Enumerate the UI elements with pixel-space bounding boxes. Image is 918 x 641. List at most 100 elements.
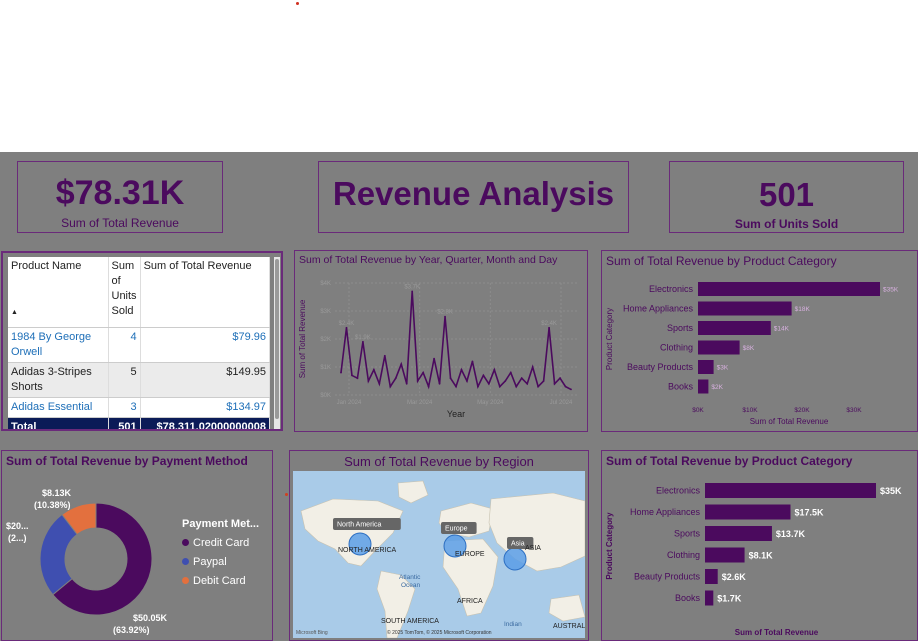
category-label: Books bbox=[668, 382, 694, 392]
donut-data-label: $50.05K bbox=[133, 613, 168, 623]
bar-data-label: $2K bbox=[711, 384, 723, 391]
bar bbox=[698, 340, 740, 355]
table-row[interactable]: Adidas Essential 3 $134.97 bbox=[8, 397, 270, 418]
line-chart-visual[interactable]: Sum of Total Revenue by Year, Quarter, M… bbox=[294, 250, 588, 432]
column-header-product-name[interactable]: Product Name ▲ bbox=[8, 257, 109, 328]
line-point bbox=[433, 357, 435, 360]
bar-data-label: $3K bbox=[717, 365, 729, 372]
bar bbox=[705, 569, 718, 584]
cell-units: 4 bbox=[108, 327, 141, 363]
donut-data-label: $8.13K bbox=[42, 488, 72, 498]
x-tick-label: Jan 2024 bbox=[337, 400, 362, 406]
kpi-revenue-card[interactable]: $78.31K Sum of Total Revenue bbox=[17, 161, 223, 233]
bar-data-label: $8.1K bbox=[749, 551, 774, 561]
line-point bbox=[356, 377, 359, 380]
legend-item-debit-card[interactable]: Debit Card bbox=[182, 575, 246, 587]
map-attribution: Microsoft Bing bbox=[296, 630, 328, 636]
x-tick-label: Jul 2024 bbox=[550, 400, 573, 406]
line-point bbox=[559, 377, 561, 380]
kpi-units-label: Sum of Units Sold bbox=[734, 217, 839, 231]
line-point bbox=[542, 380, 545, 382]
sort-ascending-icon[interactable]: ▲ bbox=[11, 309, 18, 316]
world-map[interactable]: North America Europe Asia NORTH AMERICA EURO… bbox=[293, 471, 585, 638]
category-label: Beauty Products bbox=[634, 572, 701, 582]
region-map-title: Sum of Total Revenue by Region bbox=[344, 454, 534, 469]
y-tick-label: $2K bbox=[320, 337, 331, 343]
continent-label: NORTH AMERICA bbox=[338, 547, 397, 554]
category-label: Electronics bbox=[649, 284, 694, 294]
bar-data-label: $35K bbox=[883, 287, 899, 294]
bubble-tooltip-box bbox=[333, 518, 401, 530]
line-data-label: $1.9K bbox=[355, 335, 371, 341]
bar bbox=[698, 379, 709, 394]
line-point bbox=[460, 368, 463, 371]
bar-data-label: $14K bbox=[774, 326, 790, 333]
line-point bbox=[427, 385, 430, 388]
cell-revenue: $79.96 bbox=[140, 327, 270, 363]
region-map-visual[interactable]: Sum of Total Revenue by Region North Ame… bbox=[289, 450, 589, 641]
total-label: Total bbox=[8, 417, 109, 429]
table-row[interactable]: 1984 By George Orwell 4 $79.96 bbox=[8, 327, 270, 363]
bar-chart-bottom-visual[interactable]: Sum of Total Revenue by Product Category… bbox=[601, 450, 918, 641]
line-point bbox=[411, 290, 414, 293]
line-point bbox=[449, 377, 452, 380]
line-point bbox=[400, 363, 403, 366]
payment-donut-title: Sum of Total Revenue by Payment Method bbox=[6, 454, 248, 468]
scrollbar-thumb[interactable] bbox=[275, 259, 279, 419]
line-point bbox=[455, 385, 457, 388]
product-table: Product Name ▲ Sum of Units Sold Sum of T… bbox=[8, 257, 270, 429]
cell-product-name: Adidas Essential bbox=[8, 397, 109, 418]
line-point bbox=[378, 382, 381, 385]
x-tick-label: $0K bbox=[692, 407, 704, 414]
bar-chart-top-visual[interactable]: Sum of Total Revenue by Product Category… bbox=[601, 250, 918, 432]
table-scrollbar[interactable] bbox=[274, 257, 280, 429]
column-header-label: Product Name bbox=[11, 260, 82, 272]
product-table-visual[interactable]: Product Name ▲ Sum of Units Sold Sum of T… bbox=[1, 251, 283, 431]
bubble-asia bbox=[503, 547, 527, 571]
legend-label: Paypal bbox=[193, 556, 227, 568]
cell-units: 5 bbox=[108, 362, 141, 398]
line-data-label: $2.4K bbox=[339, 321, 355, 327]
x-tick-label: May 2024 bbox=[477, 400, 504, 406]
bar-chart-bottom-svg: Electronics $35K Home Appliances $17.5K Spor… bbox=[605, 483, 902, 637]
line-point bbox=[394, 377, 397, 380]
kpi-revenue-label: Sum of Total Revenue bbox=[61, 216, 179, 230]
cell-product-name: 1984 By George Orwell bbox=[8, 327, 109, 363]
column-header-units[interactable]: Sum of Units Sold bbox=[108, 257, 141, 328]
column-header-revenue[interactable]: Sum of Total Revenue bbox=[140, 257, 270, 328]
map-copyright: © 2025 TomTom, © 2025 Microsoft Corporat… bbox=[387, 629, 492, 636]
line-point bbox=[422, 371, 425, 374]
bar bbox=[705, 504, 791, 520]
bubble-tooltip-box bbox=[507, 537, 534, 549]
donut-data-label: (10.38%) bbox=[34, 500, 71, 510]
donut-chart-svg: $50.05K (63.92%) $20... (2...) $8.13K (10.38%… bbox=[6, 488, 168, 635]
payment-donut-visual[interactable]: Sum of Total Revenue by Payment Method $… bbox=[1, 450, 273, 641]
legend-label: Debit Card bbox=[193, 575, 246, 587]
line-point bbox=[493, 368, 496, 371]
bar bbox=[705, 547, 745, 563]
cell-product-name: Adidas 3-Stripes Shorts bbox=[8, 362, 109, 398]
line-point bbox=[351, 374, 353, 377]
bar bbox=[705, 483, 876, 498]
bar-chart-top-svg: Electronics $35K Home Appliances $18K Sports… bbox=[605, 282, 899, 426]
legend-item-paypal[interactable]: Paypal bbox=[182, 556, 227, 568]
line-point bbox=[471, 360, 474, 363]
legend-item-credit-card[interactable]: Credit Card bbox=[182, 537, 249, 549]
table-row[interactable]: Adidas 3-Stripes Shorts 5 $149.95 bbox=[8, 362, 270, 398]
slice-credit-card bbox=[52, 502, 153, 616]
bar bbox=[698, 301, 792, 316]
y-axis-title: Product Category bbox=[605, 308, 614, 370]
ocean-label: Ocean bbox=[401, 582, 421, 589]
donut-data-label: $20... bbox=[6, 521, 29, 531]
line-point bbox=[509, 371, 512, 374]
bubble-tooltip-label: North America bbox=[337, 522, 381, 529]
bar-chart-bottom-title: Sum of Total Revenue by Product Category bbox=[606, 454, 853, 468]
x-axis-title: Year bbox=[447, 409, 465, 419]
y-tick-label: $1K bbox=[320, 365, 331, 371]
continent-label: SOUTH AMERICA bbox=[381, 618, 439, 625]
legend-title: Payment Met... bbox=[182, 518, 260, 530]
slice-debit-card bbox=[61, 502, 97, 536]
line-point bbox=[372, 368, 375, 371]
kpi-units-card[interactable]: 501 Sum of Units Sold bbox=[669, 161, 904, 233]
line-point bbox=[526, 382, 529, 385]
